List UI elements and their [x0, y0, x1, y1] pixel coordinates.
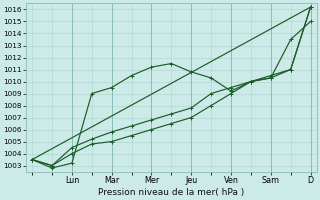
X-axis label: Pression niveau de la mer( hPa ): Pression niveau de la mer( hPa ) — [98, 188, 244, 197]
